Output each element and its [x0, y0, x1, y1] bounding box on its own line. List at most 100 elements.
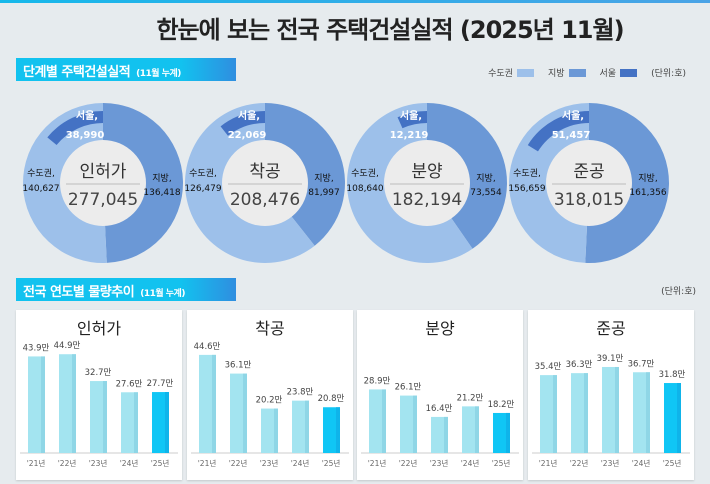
bar-chart: 인허가 43.9만 '21년 44.9만 '22년 32.7만 '23년 27.6만 '24년 2… [20, 319, 178, 468]
donut-center [546, 140, 632, 226]
capital-label: 수도권, [27, 167, 55, 179]
donut-2: 분양 182,194 서울, 12,219 수도권, 108,640 지방, 73,554 [346, 103, 508, 263]
region-value: 161,356 [629, 188, 666, 198]
bar-shade [553, 375, 557, 453]
bar-category-label: '23년 [601, 458, 620, 468]
donut-center [222, 140, 308, 226]
bar-shade [615, 366, 619, 453]
bar-value-label: 23.8만 [287, 388, 314, 398]
bar-shade [413, 395, 417, 453]
bar-shade [72, 354, 76, 453]
bar-value-label: 20.2만 [256, 396, 283, 406]
bar-value-label: 39.1만 [597, 354, 624, 364]
legend-swatch-seoul [620, 68, 638, 77]
bar [152, 392, 169, 453]
top-accent-line [0, 0, 710, 3]
bar-shade [444, 416, 448, 453]
bar [431, 416, 448, 453]
bar [28, 356, 45, 453]
bar [571, 373, 588, 453]
page-title: 한눈에 보는 전국 주택건설실적 (2025년 11월) [156, 16, 624, 44]
bar-category-label: '23년 [430, 458, 449, 468]
bar-shade [336, 407, 340, 453]
donut-total: 182,194 [392, 190, 462, 210]
section-sub: (11월 누계) [140, 289, 185, 299]
seoul-label: 서울, [400, 109, 422, 122]
capital-value: 108,640 [346, 184, 383, 194]
section-sub: (11월 누계) [136, 69, 181, 79]
capital-value: 156,659 [508, 184, 545, 194]
bar-category-label: '24년 [291, 458, 310, 468]
bar-chart-title: 착공 [255, 319, 284, 338]
section-label: 전국 연도별 물량추이 [23, 285, 135, 300]
region-label: 지방, [314, 173, 333, 184]
bar [230, 373, 247, 453]
bar-shade [506, 412, 510, 453]
donut-1: 착공 208,476 서울, 22,069 수도권, 126,479 지방, 81,997 [184, 103, 345, 263]
bar-panel-3: 준공 35.4만 '21년 36.3만 '22년 39.1만 '23년 36.7만 '24년 31… [528, 310, 694, 480]
bar-category-label: '22년 [570, 458, 589, 468]
bar-shade [475, 406, 479, 453]
bar-value-label: 28.9만 [364, 376, 391, 386]
bar-shade [41, 356, 45, 453]
bar-panel-0: 인허가 43.9만 '21년 44.9만 '22년 32.7만 '23년 27.6만 '24년 2… [16, 310, 182, 480]
section-header-yearly: 전국 연도별 물량추이 (11월 누계) [16, 278, 236, 301]
bar-shade [212, 354, 216, 453]
donut-title: 착공 [249, 162, 280, 182]
slice-capital [184, 103, 315, 263]
bar [90, 381, 107, 453]
capital-value: 126,479 [184, 184, 221, 194]
bar-value-label: 36.3만 [566, 360, 593, 370]
bar [633, 372, 650, 453]
bar-value-label: 36.1만 [225, 361, 252, 371]
bar [59, 354, 76, 453]
slice-seoul [220, 111, 265, 136]
legend-label-capital: 수도권 [488, 69, 513, 79]
bar-chart-title: 인허가 [77, 319, 121, 338]
bar [292, 400, 309, 453]
bar-category-label: '23년 [89, 458, 108, 468]
seoul-value: 12,219 [390, 130, 429, 141]
region-label: 지방, [152, 173, 171, 184]
donut-3: 준공 318,015 서울, 51,457 수도권, 156,659 지방, 161,356 [508, 103, 669, 263]
bar-value-label: 35.4만 [535, 362, 562, 372]
bar-shade [243, 373, 247, 453]
bar-category-label: '21년 [198, 458, 217, 468]
bar-shade [274, 408, 278, 453]
donut-total: 208,476 [230, 190, 300, 210]
seoul-label: 서울, [562, 109, 584, 122]
bar-chart: 준공 35.4만 '21년 36.3만 '22년 39.1만 '23년 36.7만 '24년 31… [532, 319, 690, 468]
bar [121, 392, 138, 453]
slice-seoul [397, 111, 427, 129]
capital-value: 140,627 [22, 184, 59, 194]
bar-category-label: '25년 [151, 458, 170, 468]
slice-seoul [47, 111, 103, 145]
bar [261, 408, 278, 453]
seoul-label: 서울, [76, 109, 98, 122]
bar-shade [165, 392, 169, 453]
bar-value-label: 43.9만 [23, 343, 50, 353]
donut-center [384, 140, 470, 226]
bar [540, 375, 557, 453]
donut-charts: 인허가 277,045 서울, 38,990 수도권, 140,627 지방, 136,418… [22, 103, 669, 263]
bar-shade [382, 389, 386, 453]
legend-label-region: 지방 [547, 69, 565, 79]
bar-value-label: 20.8만 [318, 394, 345, 404]
bar-chart: 착공 44.6만 '21년 36.1만 '22년 20.2만 '23년 23.8만 '24년 20… [191, 319, 349, 468]
legend-label-seoul: 서울 [599, 69, 617, 79]
bar-category-label: '25년 [663, 458, 682, 468]
capital-label: 수도권, [351, 167, 379, 179]
capital-label: 수도권, [189, 167, 217, 179]
donut-title: 분양 [411, 162, 442, 182]
bar-value-label: 44.6만 [194, 342, 221, 352]
bar-category-label: '21년 [539, 458, 558, 468]
section-label: 단계별 주택건설실적 [23, 65, 131, 80]
bar-shade [305, 400, 309, 453]
bar-value-label: 44.9만 [54, 341, 81, 351]
bar-category-label: '24년 [632, 458, 651, 468]
bar-shade [584, 373, 588, 453]
bar-chart-title: 분양 [425, 319, 455, 338]
bar-category-label: '21년 [27, 458, 46, 468]
bar-chart: 분양 28.9만 '21년 26.1만 '22년 16.4만 '23년 21.2만 '24년 18… [361, 319, 519, 468]
bar [602, 366, 619, 453]
